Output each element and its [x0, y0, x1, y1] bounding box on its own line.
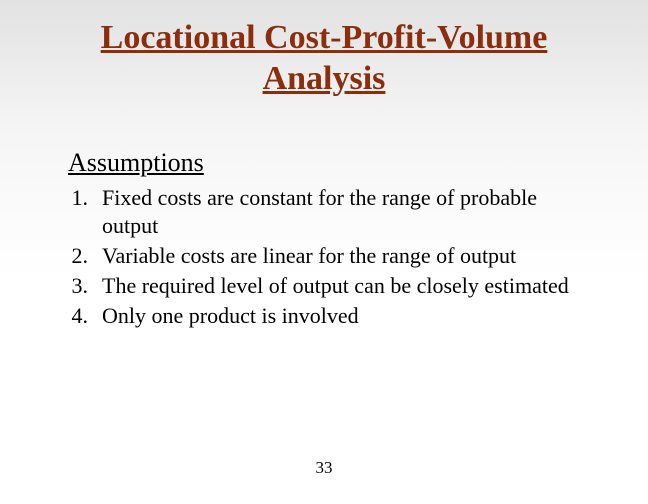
list-number: 2.	[68, 242, 102, 270]
list-number: 3.	[68, 272, 102, 300]
page-number: 33	[0, 458, 648, 478]
list-item: 1. Fixed costs are constant for the rang…	[68, 184, 588, 240]
list-number: 1.	[68, 184, 102, 240]
list-item: 3. The required level of output can be c…	[68, 272, 588, 300]
assumptions-heading: Assumptions	[60, 148, 588, 178]
list-number: 4.	[68, 302, 102, 330]
list-item: 4. Only one product is involved	[68, 302, 588, 330]
list-text: Only one product is involved	[102, 302, 588, 330]
slide-container: Locational Cost-Profit-Volume Analysis A…	[0, 0, 648, 504]
list-text: Variable costs are linear for the range …	[102, 242, 588, 270]
list-text: Fixed costs are constant for the range o…	[102, 184, 588, 240]
slide-title: Locational Cost-Profit-Volume Analysis	[60, 18, 588, 100]
list-text: The required level of output can be clos…	[102, 272, 588, 300]
list-item: 2. Variable costs are linear for the ran…	[68, 242, 588, 270]
assumptions-list: 1. Fixed costs are constant for the rang…	[60, 184, 588, 331]
